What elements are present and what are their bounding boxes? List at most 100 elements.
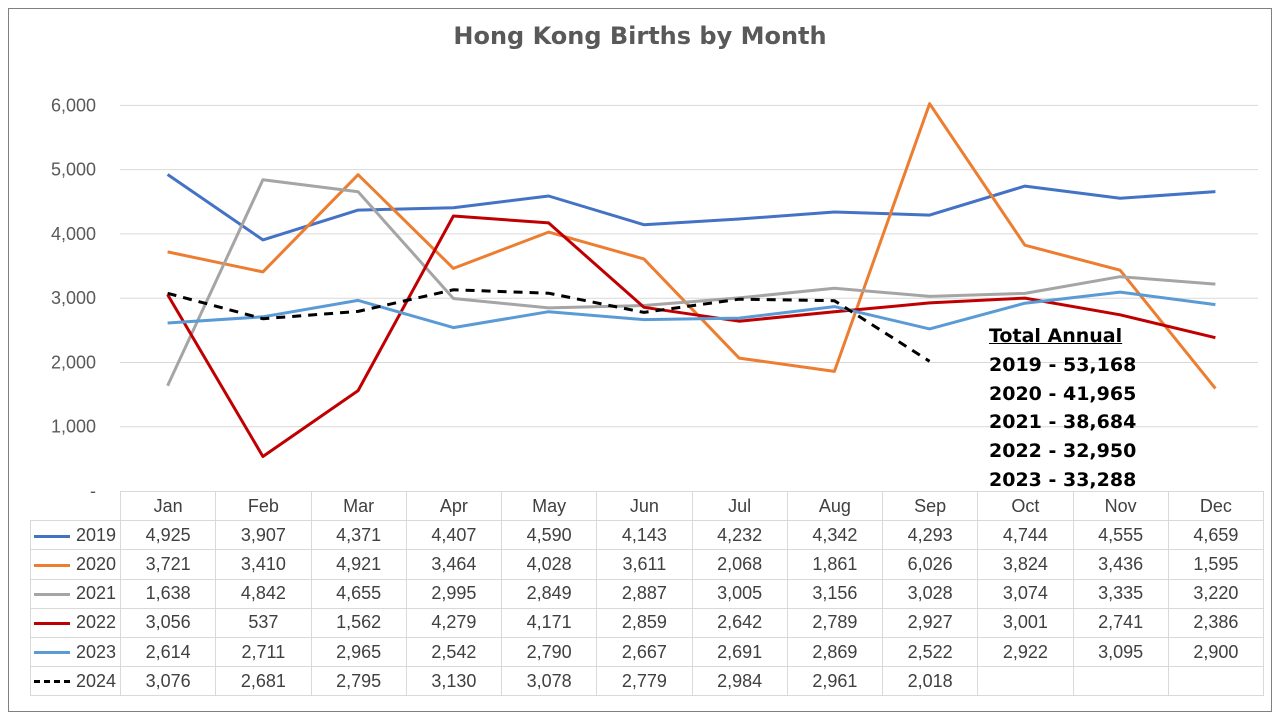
- x-category-label: Nov: [1072, 490, 1169, 522]
- legend-entry: 2019: [30, 520, 121, 551]
- table-row: 2020 3,721 3,410 4,921 3,464 4,028 3,611 2,068 1…: [30, 549, 1265, 580]
- annotation-line: 2020 - 41,965: [989, 382, 1137, 405]
- data-cell: 1,638: [119, 578, 217, 609]
- data-cell: 2,068: [691, 549, 788, 580]
- data-cell: 537: [215, 607, 312, 638]
- data-cell: 4,555: [1072, 520, 1169, 551]
- y-tick-label: 4,000: [51, 224, 96, 244]
- x-category-label: Jan: [119, 490, 217, 522]
- legend-key: [33, 651, 70, 655]
- y-tick-label: 5,000: [51, 160, 96, 180]
- data-cell: [1072, 666, 1169, 697]
- data-table: Jan Feb Mar Apr May Jun Jul Aug Sep Oct Nov Dec 2019…: [30, 490, 1265, 697]
- data-cell: 4,028: [500, 549, 598, 580]
- data-cell: 2,789: [786, 607, 884, 638]
- annotation-line: 2019 - 53,168: [989, 353, 1137, 376]
- series-line-2019: [166, 173, 1216, 242]
- series-name: 2021: [75, 583, 116, 604]
- data-cell: 2,795: [310, 666, 407, 697]
- chart-title: Hong Kong Births by Month: [453, 22, 827, 50]
- table-row: 2024 3,076 2,681 2,795 3,130 3,078 2,779 2,984 2…: [30, 666, 1265, 697]
- data-cell: 3,907: [215, 520, 312, 551]
- data-cell: 2,984: [691, 666, 788, 697]
- annotation-line: 2023 - 33,288: [989, 468, 1137, 491]
- x-category-label: Jun: [596, 490, 693, 522]
- data-cell: 2,922: [977, 636, 1074, 668]
- data-cell: 1,861: [786, 549, 884, 580]
- y-tick-label: -: [90, 481, 96, 501]
- legend-entry: 2022: [30, 607, 121, 638]
- data-cell: 3,001: [977, 607, 1074, 638]
- gridlines: [120, 104, 1258, 428]
- data-cell: 6,026: [881, 549, 979, 580]
- x-category-label: Dec: [1167, 490, 1265, 522]
- annotation-heading: Total Annual: [989, 325, 1123, 347]
- data-cell: 2,849: [500, 578, 598, 609]
- annotation-line: 2022 - 32,950: [989, 440, 1137, 463]
- data-cell: 2,711: [215, 636, 312, 668]
- data-cell: 3,611: [596, 549, 693, 580]
- legend-entry: 2020: [30, 549, 121, 580]
- legend-key: [33, 563, 70, 567]
- data-cell: 4,407: [405, 520, 503, 551]
- data-cell: [1167, 666, 1265, 697]
- data-cell: 4,293: [881, 520, 979, 551]
- data-cell: 3,074: [977, 578, 1074, 609]
- x-category-label: Apr: [405, 490, 503, 522]
- data-cell: 3,156: [786, 578, 884, 609]
- data-cell: 2,522: [881, 636, 979, 668]
- data-cell: 2,642: [691, 607, 788, 638]
- data-cell: 4,659: [1167, 520, 1265, 551]
- data-cell: 3,130: [405, 666, 503, 697]
- data-cell: 2,681: [215, 666, 312, 697]
- data-cell: 4,171: [500, 607, 598, 638]
- data-cell: 2,614: [119, 636, 217, 668]
- x-category-label: Feb: [215, 490, 312, 522]
- data-cell: 3,220: [1167, 578, 1265, 609]
- data-cell: 2,691: [691, 636, 788, 668]
- data-cell: 2,542: [405, 636, 503, 668]
- chart-frame: [8, 8, 1272, 712]
- x-category-label: May: [500, 490, 598, 522]
- data-cell: 1,595: [1167, 549, 1265, 580]
- data-cell: 2,887: [596, 578, 693, 609]
- data-cell: 3,056: [119, 607, 217, 638]
- data-cell: 2,927: [881, 607, 979, 638]
- data-cell: 2,667: [596, 636, 693, 668]
- data-cell: 2,869: [786, 636, 884, 668]
- data-cell: 4,921: [310, 549, 407, 580]
- data-cell: 4,842: [215, 578, 312, 609]
- data-cell: 1,562: [310, 607, 407, 638]
- legend-key: [33, 680, 70, 684]
- x-category-label: Oct: [977, 490, 1074, 522]
- data-cell: 2,779: [596, 666, 693, 697]
- series-line-2021: [166, 178, 1216, 387]
- data-cell: 3,436: [1072, 549, 1169, 580]
- data-cell: 3,464: [405, 549, 503, 580]
- table-header-row: Jan Feb Mar Apr May Jun Jul Aug Sep Oct Nov Dec: [30, 490, 1265, 522]
- x-category-label: Jul: [691, 490, 788, 522]
- y-tick-label: 1,000: [51, 417, 96, 437]
- series-lines: [166, 102, 1217, 458]
- data-cell: 3,076: [119, 666, 217, 697]
- y-axis-ticks: - 1,000 2,000 3,000 4,000 5,000 6,000: [51, 95, 96, 501]
- series-name: 2023: [75, 641, 116, 662]
- y-tick-label: 6,000: [51, 95, 96, 115]
- y-tick-label: 2,000: [51, 352, 96, 372]
- data-cell: 3,721: [119, 549, 217, 580]
- series-name: 2019: [75, 524, 116, 545]
- data-cell: 4,232: [691, 520, 788, 551]
- series-name: 2024: [75, 670, 116, 691]
- data-cell: [977, 666, 1074, 697]
- legend-key: [33, 622, 70, 626]
- x-category-label: Mar: [310, 490, 407, 522]
- series-name: 2022: [75, 612, 116, 633]
- data-cell: 2,741: [1072, 607, 1169, 638]
- data-cell: 4,279: [405, 607, 503, 638]
- table-row: 2019 4,925 3,907 4,371 4,407 4,590 4,143 4,232 4…: [30, 520, 1265, 551]
- legend-entry: 2023: [30, 636, 121, 668]
- data-cell: 3,335: [1072, 578, 1169, 609]
- x-category-label: Aug: [786, 490, 884, 522]
- table-row: 2021 1,638 4,842 4,655 2,995 2,849 2,887 3,005 3…: [30, 578, 1265, 609]
- data-cell: 4,143: [596, 520, 693, 551]
